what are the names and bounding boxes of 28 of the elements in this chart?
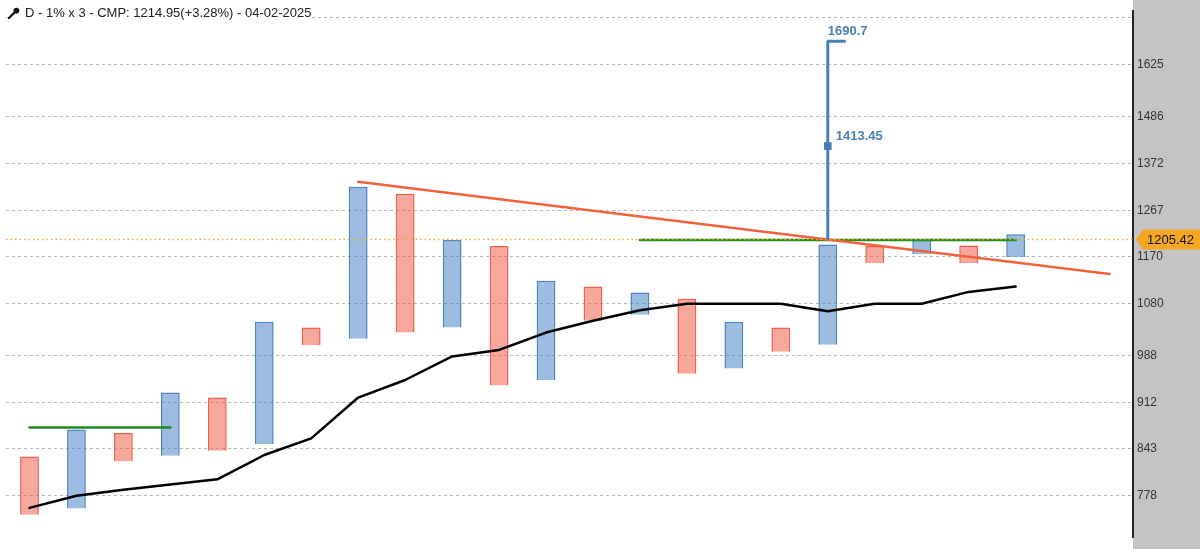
bar xyxy=(160,392,180,456)
bar xyxy=(207,397,227,451)
bar xyxy=(442,240,462,328)
y-tick-label: 1486 xyxy=(1137,109,1165,124)
bar xyxy=(724,321,744,369)
y-tick-label: 988 xyxy=(1137,348,1158,363)
bar xyxy=(348,186,368,339)
bar xyxy=(771,327,791,352)
y-tick-label: 778 xyxy=(1137,488,1158,502)
y-tick-label: 1372 xyxy=(1137,155,1165,170)
y-tick-label: 1170 xyxy=(1137,249,1164,264)
bar xyxy=(20,456,39,515)
bar xyxy=(489,245,509,386)
chart-title: D - 1% x 3 - CMP: 1214.95(+3.28%) - 04-02-2025 xyxy=(25,5,312,20)
annotation: 1690.7 xyxy=(827,23,868,39)
ref-line-label: 1205.42 xyxy=(1147,231,1194,247)
bar xyxy=(395,193,415,333)
bar xyxy=(67,429,86,509)
y-tick-label: 1625 xyxy=(1137,56,1165,71)
data-label: 1413.45 xyxy=(835,128,883,144)
bar xyxy=(818,244,838,345)
y-tick-label: 843 xyxy=(1137,441,1158,456)
bar xyxy=(114,432,133,462)
y-tick-label: 1267 xyxy=(1137,202,1165,217)
y-tick-label: 1080 xyxy=(1137,296,1165,310)
y-tick-label: 912 xyxy=(1137,394,1158,409)
bar xyxy=(254,321,274,444)
bar xyxy=(677,298,697,374)
